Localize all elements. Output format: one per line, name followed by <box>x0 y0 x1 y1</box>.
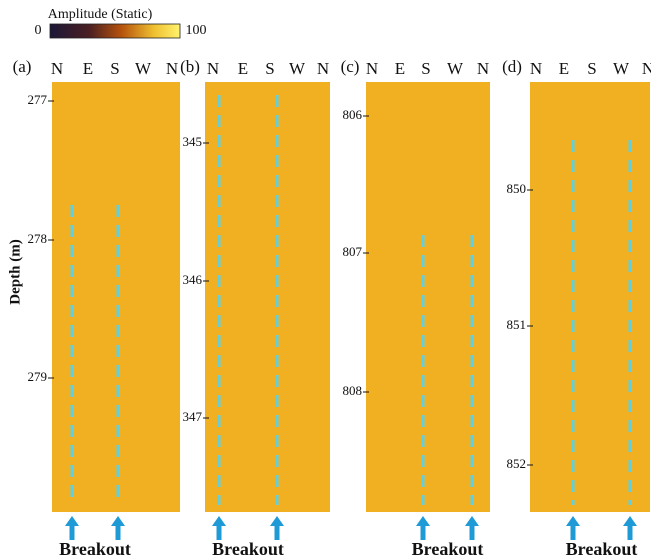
azimuth-label: W <box>447 59 464 78</box>
depth-tick-label: 850 <box>507 181 527 196</box>
breakout-arrow <box>465 516 479 540</box>
azimuth-label: E <box>83 59 93 78</box>
depth-tick-label: 277 <box>28 92 48 107</box>
azimuth-label: W <box>613 59 630 78</box>
depth-tick-label: 851 <box>507 317 527 332</box>
colorbar-min: 0 <box>35 23 42 38</box>
azimuth-label: N <box>166 59 178 78</box>
breakout-arrow <box>623 516 637 540</box>
azimuth-label: N <box>642 59 651 78</box>
depth-tick-label: 808 <box>343 383 363 398</box>
azimuth-label: W <box>289 59 306 78</box>
colorbar-title: Amplitude (Static) <box>48 7 153 22</box>
image-log-texture <box>530 82 650 512</box>
azimuth-label: N <box>366 59 378 78</box>
panel-label: (a) <box>13 57 32 76</box>
azimuth-label: S <box>110 59 119 78</box>
breakout-arrow <box>416 516 430 540</box>
breakout-label: Breakout <box>566 539 638 559</box>
depth-tick-label: 345 <box>183 134 203 149</box>
azimuth-label: S <box>265 59 274 78</box>
depth-tick-label: 807 <box>343 244 363 259</box>
breakout-arrow <box>270 516 284 540</box>
azimuth-label: E <box>238 59 248 78</box>
colorbar-max: 100 <box>186 23 207 38</box>
panel-label: (d) <box>502 57 522 76</box>
azimuth-label: N <box>51 59 63 78</box>
breakout-label: Breakout <box>412 539 484 559</box>
azimuth-label: W <box>135 59 152 78</box>
panel-label: (c) <box>341 57 360 76</box>
depth-tick-label: 852 <box>507 456 527 471</box>
breakout-label: Breakout <box>59 539 131 559</box>
azimuth-label: N <box>477 59 489 78</box>
azimuth-label: N <box>317 59 329 78</box>
colorbar <box>49 23 181 39</box>
depth-tick-label: 347 <box>183 409 203 424</box>
depth-tick-label: 346 <box>183 272 203 287</box>
azimuth-label: S <box>587 59 596 78</box>
breakout-arrow <box>111 516 125 540</box>
panel-label: (b) <box>180 57 200 76</box>
image-log-texture <box>205 82 330 512</box>
breakout-arrow <box>566 516 580 540</box>
breakout-label: Breakout <box>212 539 284 559</box>
azimuth-label: E <box>395 59 405 78</box>
image-log-texture <box>366 82 490 512</box>
breakout-arrow <box>212 516 226 540</box>
depth-tick-label: 806 <box>343 107 363 122</box>
depth-tick-label: 279 <box>28 369 48 384</box>
y-axis-label: Depth (m) <box>7 239 23 304</box>
azimuth-label: E <box>559 59 569 78</box>
depth-tick-label: 278 <box>28 231 48 246</box>
breakout-arrow <box>65 516 79 540</box>
azimuth-label: S <box>421 59 430 78</box>
azimuth-label: N <box>207 59 219 78</box>
azimuth-label: N <box>530 59 542 78</box>
